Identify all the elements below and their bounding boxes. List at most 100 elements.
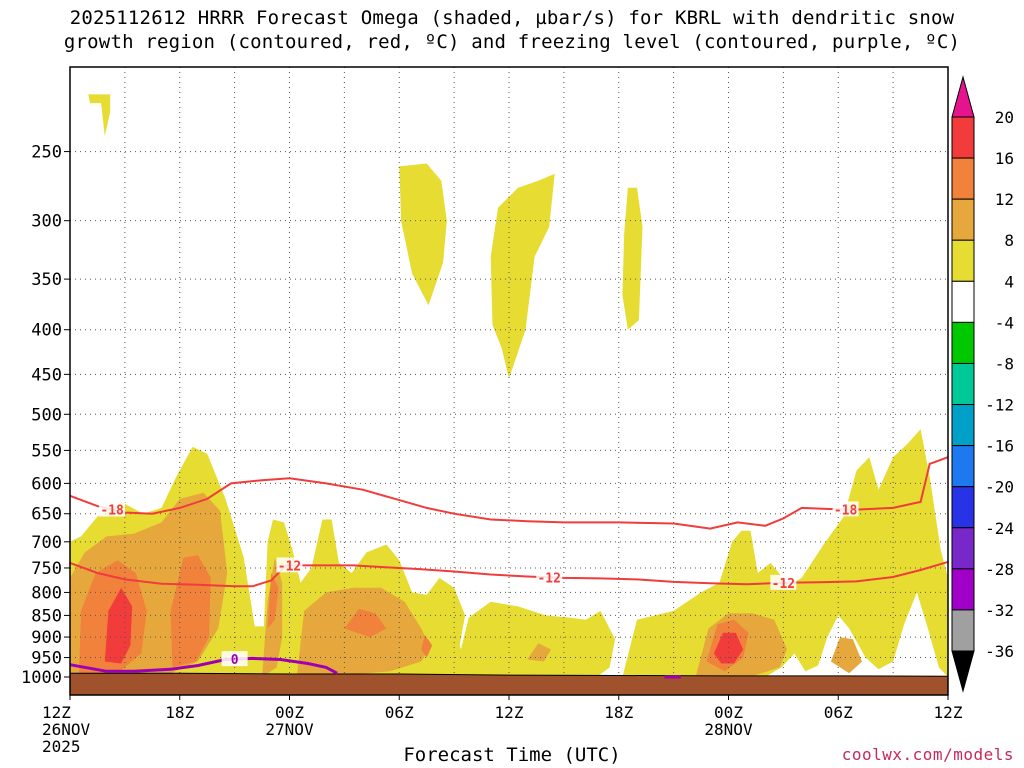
colorbar-label-11: -28 [985,560,1014,579]
title-line-2: growth region (contoured, red, ºC) and f… [63,31,961,53]
colorbar-bin-0 [951,116,975,159]
dendritic-contour-1-label-bg-1 [536,569,563,585]
dendritic-contour-0-label-bg-0 [99,501,126,517]
x-tick-label-0-2: 2025 [42,737,81,756]
colorbar-bin-11 [951,568,975,611]
omega-shading [70,94,948,677]
x-tick-label-4-0: 12Z [495,703,524,722]
y-tick-label-650: 650 [31,505,62,525]
colorbar-label-12: -32 [985,601,1014,620]
colorbar-bin-4 [951,280,975,323]
colorbar-label-13: -36 [985,642,1014,661]
x-tick-label-0-1: 26NOV [42,720,91,739]
y-tick-label-700: 700 [31,533,62,553]
y-tick-label-500: 500 [31,405,62,425]
y-tick-label-550: 550 [31,441,62,461]
colorbar-bin-12 [951,609,975,652]
colorbar-bottom-triangle [951,650,975,693]
freezing-level-contour-label-0: 0 [231,653,239,668]
x-tick-label-0-0: 12Z [42,703,71,722]
temperature-contours: -18 -18 -12 -12 -12 0 [69,456,949,679]
colorbar-bin-3 [951,239,975,282]
colorbar-label-9: -20 [985,478,1014,497]
omega-region-14 [170,555,211,668]
y-tick-label-250: 250 [31,143,62,163]
omega-region-5 [622,187,643,330]
colorbar-top-triangle [951,75,975,118]
omega-region-12 [830,637,862,674]
colorbar-label-7: -12 [985,396,1014,415]
y-tick-label-350: 350 [31,270,62,290]
y-tick-label-900: 900 [31,628,62,648]
colorbar-bin-8 [951,445,975,488]
colorbar-label-8: -16 [985,437,1014,456]
colorbar-label-1: 16 [995,149,1014,168]
colorbar-bin-6 [951,362,975,406]
y-tick-label-750: 750 [31,559,62,579]
y-tick-label-450: 450 [31,365,62,385]
colorbar-bin-1 [951,157,975,200]
chart-title: 2025112612 HRRR Forecast Omega (shaded, … [0,6,1024,54]
colorbar-bin-9 [951,486,975,529]
colorbar-label-2: 12 [995,190,1014,209]
x-axis-label: Forecast Time (UTC) [403,744,621,766]
freezing-level-contour-label-bg-0 [221,651,248,667]
x-tick-label-2-0: 00Z [275,703,304,722]
omega-region-6 [622,429,948,677]
colorbar-label-3: 8 [1004,231,1014,250]
omega-region-23 [366,343,438,557]
colorbar-bin-2 [951,198,975,241]
colorbar-label-10: -24 [985,519,1014,538]
colorbar-bin-5 [951,321,975,364]
terrain-polygon [69,672,949,696]
y-tick-label-800: 800 [31,583,62,603]
y-axis: 2503003504004505005506006507007508008509… [21,143,70,688]
x-tick-label-7-0: 06Z [824,703,853,722]
dendritic-contour-1-label-0: -12 [278,559,301,574]
title-line-1: 2025112612 HRRR Forecast Omega (shaded, … [69,7,955,29]
omega-region-22 [263,284,283,447]
omega-region-20 [713,632,744,664]
y-tick-label-400: 400 [31,321,62,341]
colorbar-label-6: -8 [995,354,1014,373]
omega-region-21 [115,262,156,447]
dendritic-contour-1-label-bg-0 [276,557,303,573]
y-tick-label-600: 600 [31,474,62,494]
y-tick-label-300: 300 [31,212,62,232]
x-tick-label-3-0: 06Z [385,703,414,722]
x-tick-label-8-0: 12Z [934,703,963,722]
omega-region-0 [88,94,111,137]
omega-region-4 [490,173,555,379]
omega-region-10 [527,643,552,662]
colorbar: 20 16 12 8 4 -4 -8 -12 -16 -20 -24 -28 -32 -36 [951,75,1014,693]
colorbar-bin-7 [951,404,975,447]
dendritic-contour-1-label-2: -12 [772,577,795,592]
omega-region-15 [267,573,279,629]
x-tick-label-6-1: 28NOV [704,720,753,739]
dendritic-contour-1-label-bg-2 [770,574,797,590]
x-tick-label-5-0: 18Z [604,703,633,722]
colorbar-label-0: 20 [995,108,1014,127]
x-tick-label-2-1: 27NOV [265,720,314,739]
dendritic-contour-0-label-0: -18 [100,504,124,519]
dendritic-contour-1-label-1: -12 [537,571,560,586]
omega-region-3 [399,163,447,306]
y-tick-label-850: 850 [31,606,62,626]
x-tick-label-1-0: 18Z [165,703,194,722]
x-tick-label-6-0: 00Z [714,703,743,722]
y-tick-label-1000: 1000 [21,668,62,688]
dendritic-contour-1 [69,560,949,588]
colorbar-label-5: -4 [995,313,1014,332]
colorbar-bin-10 [951,527,975,570]
y-tick-label-950: 950 [31,649,62,669]
dendritic-contour-0-label-1: -18 [834,503,858,518]
omega-region-18 [421,635,433,658]
terrain-fill [69,672,949,696]
omega-region-19 [104,587,133,664]
credit-text: coolwx.com/models [841,745,1014,764]
colorbar-label-4: 4 [1004,272,1014,291]
dendritic-contour-0-label-bg-1 [832,501,859,517]
omega-region-2 [454,601,616,677]
